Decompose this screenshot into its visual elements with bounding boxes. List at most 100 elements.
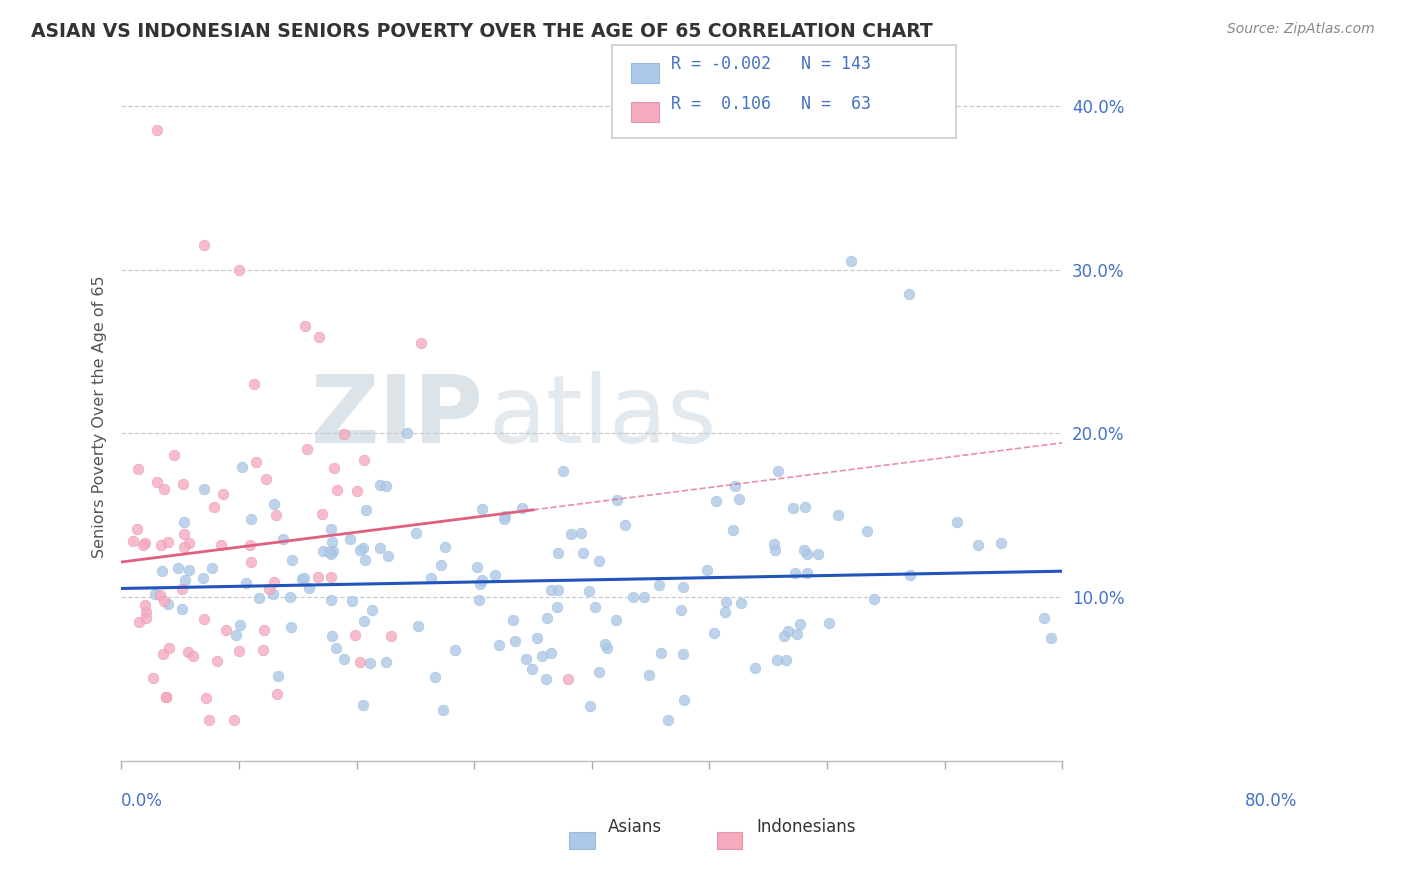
Point: [546, 599, 568, 614]
Point: [468, 577, 491, 591]
Point: [280, 620, 302, 634]
Point: [319, 593, 342, 607]
Point: [432, 703, 454, 717]
Point: [765, 542, 787, 557]
Point: [488, 638, 510, 652]
Point: [157, 641, 180, 656]
Point: [177, 645, 200, 659]
Point: [143, 587, 166, 601]
Point: [512, 500, 534, 515]
Point: [1039, 632, 1062, 646]
Point: [588, 665, 610, 679]
Point: [536, 611, 558, 625]
Point: [134, 599, 156, 613]
Point: [157, 535, 180, 549]
Point: [775, 653, 797, 667]
Point: [572, 546, 595, 560]
Point: [827, 508, 849, 522]
Point: [588, 554, 610, 568]
Text: atlas: atlas: [488, 371, 717, 463]
Point: [471, 502, 494, 516]
Point: [817, 615, 839, 630]
Point: [714, 605, 737, 619]
Point: [547, 547, 569, 561]
Point: [170, 602, 193, 616]
Point: [637, 668, 659, 682]
Point: [254, 472, 277, 486]
Point: [333, 427, 356, 442]
Point: [863, 591, 886, 606]
Point: [134, 535, 156, 549]
Point: [714, 595, 737, 609]
Point: [540, 646, 562, 660]
Point: [257, 582, 280, 596]
Point: [252, 643, 274, 657]
Point: [166, 561, 188, 575]
Point: [430, 558, 453, 573]
Point: [375, 656, 398, 670]
Point: [696, 563, 718, 577]
Point: [1033, 611, 1056, 625]
Point: [195, 690, 218, 705]
Point: [125, 522, 148, 536]
Point: [342, 593, 364, 607]
Point: [353, 453, 375, 467]
Point: [526, 631, 548, 645]
Point: [312, 544, 335, 558]
Point: [593, 637, 616, 651]
Point: [263, 497, 285, 511]
Point: [353, 614, 375, 628]
Point: [146, 475, 169, 489]
Point: [484, 568, 506, 582]
Point: [553, 464, 575, 478]
Point: [946, 516, 969, 530]
Point: [173, 515, 195, 529]
Point: [263, 574, 285, 589]
Text: Asians: Asians: [607, 818, 661, 836]
Point: [173, 541, 195, 555]
Point: [127, 462, 149, 476]
Point: [228, 644, 250, 658]
Point: [294, 318, 316, 333]
Point: [240, 555, 263, 569]
Point: [614, 517, 637, 532]
Point: [352, 541, 374, 556]
Point: [423, 670, 446, 684]
Point: [744, 660, 766, 674]
Point: [807, 547, 830, 561]
Point: [149, 588, 172, 602]
Point: [672, 648, 695, 662]
Point: [990, 536, 1012, 550]
Point: [721, 523, 744, 537]
Point: [325, 483, 347, 498]
Point: [128, 615, 150, 630]
Point: [172, 476, 194, 491]
Point: [152, 647, 174, 661]
Point: [266, 687, 288, 701]
Point: [291, 572, 314, 586]
Point: [155, 690, 177, 704]
Text: Source: ZipAtlas.com: Source: ZipAtlas.com: [1227, 22, 1375, 37]
Text: ZIP: ZIP: [311, 371, 484, 463]
Point: [534, 672, 557, 686]
Text: Indonesians: Indonesians: [756, 818, 856, 836]
Point: [245, 455, 267, 469]
Point: [225, 628, 247, 642]
Point: [967, 538, 990, 552]
Point: [354, 503, 377, 517]
Point: [839, 254, 862, 268]
Point: [238, 538, 260, 552]
Point: [298, 581, 321, 595]
Point: [215, 624, 238, 638]
Point: [150, 538, 173, 552]
Point: [209, 538, 232, 552]
Point: [368, 541, 391, 555]
Point: [380, 629, 402, 643]
Point: [193, 482, 215, 496]
Text: ASIAN VS INDONESIAN SENIORS POVERTY OVER THE AGE OF 65 CORRELATION CHART: ASIAN VS INDONESIAN SENIORS POVERTY OVER…: [31, 22, 932, 41]
Point: [308, 330, 330, 344]
Point: [319, 547, 342, 561]
Point: [898, 568, 921, 582]
Point: [307, 570, 329, 584]
Point: [239, 512, 262, 526]
